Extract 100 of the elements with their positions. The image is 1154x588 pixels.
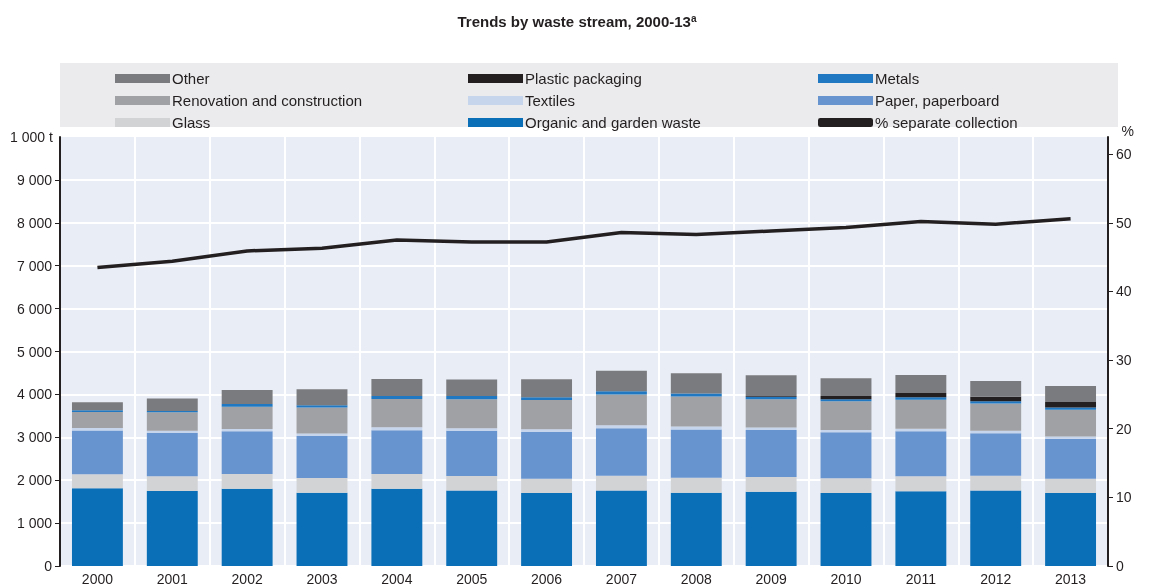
bar	[820, 478, 872, 494]
y-tick-label: 9 000	[16, 171, 53, 188]
bar	[221, 390, 273, 405]
bar	[521, 379, 573, 398]
bar	[371, 473, 423, 489]
bar	[221, 473, 273, 489]
bar	[446, 475, 498, 491]
y2-tick-label: 30	[1116, 352, 1132, 369]
bar	[670, 477, 722, 493]
bar	[670, 492, 722, 566]
bar	[71, 488, 123, 566]
y-axis-title: 1 000 t	[10, 129, 53, 145]
bar	[446, 490, 498, 566]
legend-label: Glass	[172, 114, 211, 131]
y2-tick-label: 60	[1116, 146, 1132, 163]
bar	[895, 392, 947, 398]
y2-tick-label: 40	[1116, 283, 1132, 300]
x-tick-label: 2008	[680, 571, 713, 587]
bar	[895, 431, 947, 477]
bar	[670, 426, 722, 430]
y-tick-label: 2 000	[16, 472, 53, 489]
x-tick-label: 2002	[231, 571, 263, 587]
x-tick-label: 2009	[755, 571, 787, 587]
bar	[820, 493, 872, 566]
bar	[1045, 493, 1097, 566]
legend-label: Organic and garden waste	[525, 114, 701, 131]
bar	[371, 427, 423, 431]
bar	[71, 411, 123, 429]
bar	[146, 476, 198, 491]
bar	[595, 391, 647, 395]
bar	[296, 492, 348, 566]
bar	[595, 394, 647, 426]
bar	[71, 430, 123, 475]
y2-tick-label: 0	[1116, 558, 1124, 574]
y-tick-label: 6 000	[16, 300, 53, 317]
legend-label: % separate collection	[875, 114, 1018, 131]
y-tick-label: 3 000	[16, 429, 53, 446]
bar	[221, 404, 273, 407]
y-tick-label: 5 000	[16, 343, 53, 360]
bar	[1045, 409, 1097, 437]
y-tick-label: 4 000	[16, 386, 53, 403]
bar	[745, 399, 797, 428]
bar	[221, 488, 273, 566]
bar	[745, 375, 797, 396]
bar	[745, 476, 797, 492]
legend-label: Paper, paperboard	[875, 92, 1000, 109]
y2-axis-title: %	[1121, 123, 1134, 139]
y2-tick-label: 20	[1116, 420, 1132, 437]
bar	[595, 490, 647, 566]
bar	[296, 407, 348, 434]
bar	[895, 399, 947, 429]
bar	[296, 478, 348, 493]
y-tick-label: 7 000	[16, 257, 53, 274]
bar	[970, 475, 1022, 491]
bar	[970, 433, 1022, 476]
bar	[296, 433, 348, 437]
bar	[521, 399, 573, 430]
bar	[146, 490, 198, 566]
bar	[595, 428, 647, 476]
x-tick-label: 2006	[530, 571, 563, 587]
bar	[970, 401, 1022, 404]
bar	[1045, 402, 1097, 408]
bar	[745, 491, 797, 566]
bar	[1045, 407, 1097, 410]
x-tick-label: 2012	[980, 571, 1012, 587]
bar	[71, 474, 123, 489]
bar	[820, 378, 872, 397]
bar	[521, 429, 573, 432]
y-tick-label: 1 000	[16, 515, 53, 532]
bar	[895, 476, 947, 492]
bar	[970, 403, 1022, 431]
bar	[820, 432, 872, 479]
bar	[670, 396, 722, 427]
bar	[446, 396, 498, 400]
bar	[371, 395, 423, 399]
x-tick-label: 2003	[306, 571, 338, 587]
x-tick-label: 2013	[1054, 571, 1087, 587]
legend-label: Textiles	[525, 92, 576, 109]
legend-label: Plastic packaging	[525, 70, 642, 87]
bar	[895, 491, 947, 566]
bar	[371, 398, 423, 428]
y-tick-label: 0	[44, 558, 53, 574]
bar	[446, 399, 498, 429]
x-tick-label: 2005	[456, 571, 488, 587]
bar	[670, 393, 722, 397]
bar	[1045, 438, 1097, 479]
bar	[521, 478, 573, 494]
bar	[595, 425, 647, 429]
bar	[221, 406, 273, 429]
bar	[371, 378, 423, 396]
x-tick-label: 2001	[156, 571, 189, 587]
bar	[820, 401, 872, 431]
x-tick-label: 2000	[81, 571, 114, 587]
legend-label: Other	[172, 70, 210, 87]
bar	[745, 430, 797, 477]
bar	[146, 398, 198, 411]
bar	[146, 433, 198, 477]
bar	[745, 427, 797, 431]
bar	[595, 370, 647, 392]
bar	[670, 373, 722, 394]
